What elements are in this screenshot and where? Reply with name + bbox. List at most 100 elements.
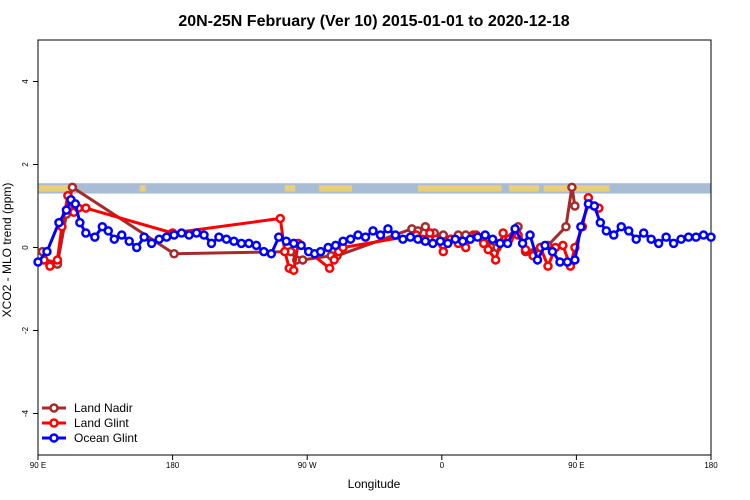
ocean-glint-point bbox=[480, 230, 490, 240]
land-glint-point bbox=[52, 255, 63, 265]
land-nadir-point bbox=[570, 201, 580, 211]
ocean-glint-point bbox=[390, 230, 401, 240]
land-glint-point bbox=[478, 238, 489, 249]
land-glint-point bbox=[438, 246, 449, 257]
ocean-glint-point bbox=[191, 228, 202, 238]
land-glint-point bbox=[329, 255, 339, 265]
ocean-glint-point bbox=[609, 230, 619, 240]
x-axis-label: Longitude bbox=[348, 477, 401, 491]
ocean-glint-point bbox=[532, 255, 543, 265]
ocean-glint-point bbox=[646, 234, 656, 244]
land-glint-point bbox=[45, 261, 55, 271]
ocean-glint-point bbox=[570, 255, 580, 265]
ocean-glint-point bbox=[616, 222, 627, 232]
land-nadir-point bbox=[561, 222, 571, 232]
ocean-glint-point bbox=[623, 226, 634, 236]
ocean-glint-point bbox=[154, 234, 164, 244]
x-tick-label: 90 E bbox=[30, 461, 46, 470]
land-glint-point bbox=[324, 263, 335, 273]
ocean-glint-point bbox=[176, 228, 187, 238]
ocean-glint-point bbox=[117, 230, 127, 240]
land-glint-point bbox=[280, 246, 290, 257]
land-nadir-point bbox=[297, 255, 308, 265]
land-glint-point bbox=[81, 203, 91, 213]
ocean-glint-point bbox=[131, 242, 142, 253]
legend-land-nadir-marker bbox=[49, 403, 59, 413]
y-axis-label: XCO2 - MLO trend (ppm) bbox=[0, 183, 14, 318]
land-patch bbox=[38, 185, 71, 192]
ocean-glint-point bbox=[161, 232, 172, 242]
ocean-glint-point bbox=[435, 236, 446, 247]
series-layer bbox=[33, 182, 716, 276]
ocean-glint-point bbox=[706, 232, 716, 242]
ocean-glint-point bbox=[281, 236, 292, 247]
ocean-glint-point bbox=[274, 232, 284, 242]
ocean-glint-point bbox=[214, 232, 224, 242]
land-glint-point bbox=[275, 213, 286, 224]
ocean-glint-point bbox=[251, 240, 262, 251]
x-tick-label: 90 W bbox=[298, 461, 317, 470]
ocean-glint-point bbox=[236, 238, 247, 249]
ocean-glint-point bbox=[457, 236, 468, 247]
ocean-glint-point bbox=[487, 234, 498, 244]
ocean-glint-point bbox=[206, 238, 217, 249]
ocean-glint-point bbox=[54, 217, 64, 228]
ocean-glint-point bbox=[81, 228, 91, 238]
ocean-glint-point bbox=[146, 238, 157, 249]
x-tick-label: 180 bbox=[704, 461, 718, 470]
axes: -4 -2 0 2 4 90 E 180 90 W 0 90 E 180 bbox=[21, 39, 718, 470]
legend-land-nadir-label: Land Nadir bbox=[74, 401, 133, 415]
ocean-glint-point bbox=[338, 236, 348, 247]
ocean-glint-point bbox=[345, 234, 356, 244]
chart-title: 20N-25N February (Ver 10) 2015-01-01 to … bbox=[178, 13, 569, 30]
ocean-glint-point bbox=[495, 238, 505, 249]
land-glint-point bbox=[425, 228, 435, 238]
ocean-glint-point bbox=[601, 226, 612, 236]
ocean-glint-point bbox=[547, 246, 558, 257]
ocean-glint-point bbox=[413, 234, 423, 244]
x-tick-label: 180 bbox=[166, 461, 180, 470]
y-tick-label: 0 bbox=[21, 245, 30, 250]
land-glint-point bbox=[490, 255, 501, 265]
land-glint-point bbox=[558, 240, 568, 251]
land-glint-point bbox=[483, 244, 493, 255]
y-tick-label: 2 bbox=[21, 162, 30, 167]
land-glint-point bbox=[288, 265, 299, 276]
ocean-glint-point bbox=[323, 242, 333, 253]
land-patch bbox=[509, 185, 540, 192]
ocean-glint-point bbox=[61, 205, 72, 215]
ocean-glint-point bbox=[638, 228, 649, 238]
ocean-glint-point bbox=[109, 234, 120, 244]
ocean-glint-point bbox=[555, 257, 565, 267]
ocean-glint-point bbox=[383, 224, 393, 234]
ocean-glint-point bbox=[184, 230, 194, 240]
x-tick-label: 0 bbox=[440, 461, 445, 470]
ocean-glint-point bbox=[576, 222, 586, 232]
ocean-glint-point bbox=[266, 248, 277, 259]
ocean-glint-point bbox=[169, 230, 179, 240]
ocean-glint-point bbox=[428, 238, 438, 249]
legend-ocean-glint-label: Ocean Glint bbox=[74, 431, 138, 445]
land-patch bbox=[319, 185, 353, 192]
ocean-glint-point bbox=[472, 232, 483, 242]
ocean-glint-point bbox=[510, 224, 520, 234]
ocean-glint-point bbox=[42, 246, 52, 257]
geography-band bbox=[38, 183, 711, 194]
ocean-glint-point bbox=[360, 232, 371, 242]
ocean-glint-point bbox=[450, 234, 461, 244]
land-nadir-point bbox=[169, 248, 179, 259]
land-glint-point bbox=[543, 261, 553, 271]
land-patch bbox=[417, 185, 427, 192]
ocean-glint-point bbox=[683, 232, 694, 242]
land-glint-point bbox=[498, 228, 508, 238]
ocean-glint-point bbox=[288, 238, 299, 249]
x-tick-label: 90 E bbox=[568, 461, 584, 470]
land-nadir-point bbox=[67, 182, 78, 193]
ocean-glint-point bbox=[75, 217, 85, 228]
ocean-glint-point bbox=[540, 240, 550, 251]
ocean-glint-point bbox=[124, 236, 134, 247]
ocean-glint-point bbox=[330, 240, 341, 251]
ocean-glint-point bbox=[653, 238, 664, 249]
